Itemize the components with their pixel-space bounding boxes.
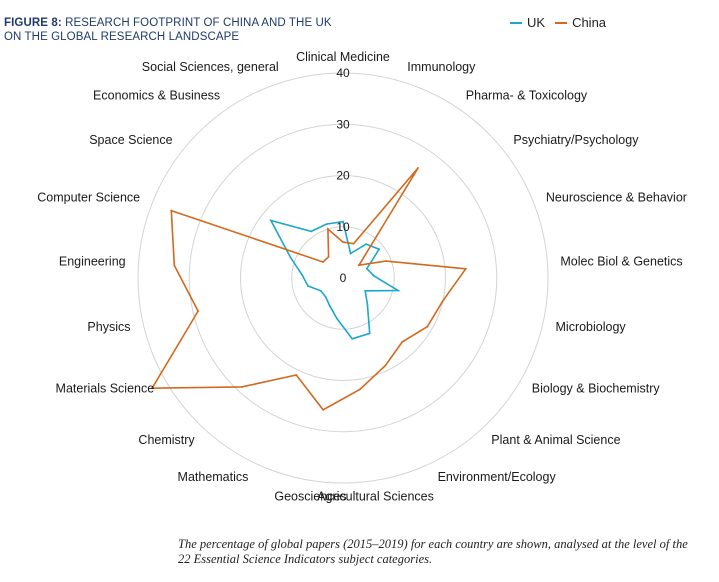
series-line-uk	[269, 219, 401, 340]
category-label: Environment/Ecology	[438, 470, 557, 484]
category-label: Materials Science	[56, 382, 155, 396]
data-point-uk	[364, 289, 367, 292]
data-point-china	[342, 241, 344, 244]
category-label: Microbiology	[556, 320, 627, 334]
category-label: Immunology	[407, 60, 476, 74]
category-label: Agricultural Sciences	[317, 490, 434, 504]
data-point-china	[295, 374, 298, 376]
grid-ring-40	[137, 72, 549, 484]
legend-item-china: China	[555, 15, 606, 30]
category-label: Social Sciences, general	[142, 60, 279, 74]
data-point-uk	[397, 289, 399, 292]
data-point-uk	[365, 243, 367, 246]
figure-caption: The percentage of global papers (2015–20…	[178, 537, 688, 566]
data-point-china	[327, 255, 330, 258]
legend-swatch-china	[555, 21, 568, 24]
category-label: Molec Biol & Genetics	[560, 255, 682, 269]
data-point-uk	[270, 219, 272, 222]
data-point-uk	[368, 332, 371, 335]
data-point-uk	[301, 274, 303, 276]
radar-series	[150, 167, 468, 411]
figure-number: FIGURE 8:	[4, 17, 62, 29]
data-point-uk	[351, 337, 354, 340]
category-label: Pharma- & Toxicology	[466, 88, 588, 102]
data-point-uk	[378, 248, 380, 251]
data-point-uk	[366, 303, 369, 306]
data-point-china	[327, 228, 329, 230]
data-point-uk	[307, 285, 309, 287]
data-point-china	[173, 264, 176, 267]
data-point-china	[358, 264, 360, 267]
category-label: Mathematics	[178, 470, 249, 484]
grid-ring-10	[291, 226, 395, 330]
grid-ring-20	[240, 175, 446, 381]
data-point-china	[241, 386, 243, 388]
data-point-china	[197, 310, 200, 312]
legend-label-uk: UK	[527, 15, 546, 30]
figure-title: FIGURE 8: RESEARCH FOOTPRINT OF CHINA AN…	[4, 16, 334, 44]
category-label: Neuroscience & Behavior	[546, 190, 687, 204]
category-label: Computer Science	[37, 190, 140, 204]
category-label: Chemistry	[138, 433, 195, 447]
data-point-uk	[325, 223, 328, 226]
data-point-uk	[328, 304, 331, 307]
data-point-uk	[342, 220, 344, 223]
radial-tick-label: 0	[340, 271, 347, 285]
category-label: Economics & Business	[93, 88, 220, 102]
radial-tick-label: 10	[336, 220, 350, 234]
radial-tick-label: 30	[336, 117, 350, 131]
data-point-china	[151, 387, 154, 390]
legend-swatch-uk	[510, 21, 522, 24]
category-label: Physics	[87, 320, 130, 334]
series-line-china	[150, 167, 468, 411]
category-label: Biology & Biochemistry	[532, 382, 661, 396]
legend: UK China	[510, 15, 606, 30]
legend-item-uk: UK	[510, 15, 545, 30]
data-point-china	[442, 299, 444, 302]
grid-ring-30	[188, 123, 498, 433]
category-label: Clinical Medicine	[296, 50, 390, 64]
figure-title-text: RESEARCH FOOTPRINT OF CHINA AND THE UK O…	[4, 17, 332, 43]
data-point-uk	[336, 317, 338, 320]
data-point-uk	[372, 274, 375, 277]
data-point-china	[322, 261, 324, 263]
data-point-china	[426, 325, 429, 328]
category-label: Space Science	[89, 133, 172, 147]
data-point-china	[401, 341, 404, 343]
category-label: Engineering	[59, 255, 126, 269]
category-label: Psychiatry/Psychology	[513, 133, 639, 147]
data-point-china	[170, 209, 173, 212]
data-point-china	[385, 260, 387, 262]
category-label: Geosciences	[274, 490, 346, 504]
legend-label-china: China	[572, 15, 607, 30]
data-point-china	[322, 408, 324, 411]
category-label: Plant & Animal Science	[491, 433, 620, 447]
radial-tick-label: 40	[336, 66, 350, 80]
data-point-china	[358, 388, 361, 391]
data-point-uk	[289, 256, 292, 259]
data-point-china	[417, 167, 419, 169]
radar-labels: 0 10 20 30 40 Clinical Medicine Immunology Phar…	[37, 50, 687, 504]
data-point-uk	[349, 252, 352, 255]
data-point-china	[464, 267, 467, 270]
data-point-uk	[310, 230, 313, 233]
data-point-china	[384, 364, 387, 367]
radial-tick-label: 20	[336, 169, 350, 183]
radar-grid	[137, 72, 549, 484]
data-point-uk	[319, 289, 322, 292]
data-point-uk	[366, 267, 368, 270]
data-point-uk	[324, 295, 327, 298]
data-point-china	[352, 242, 355, 245]
